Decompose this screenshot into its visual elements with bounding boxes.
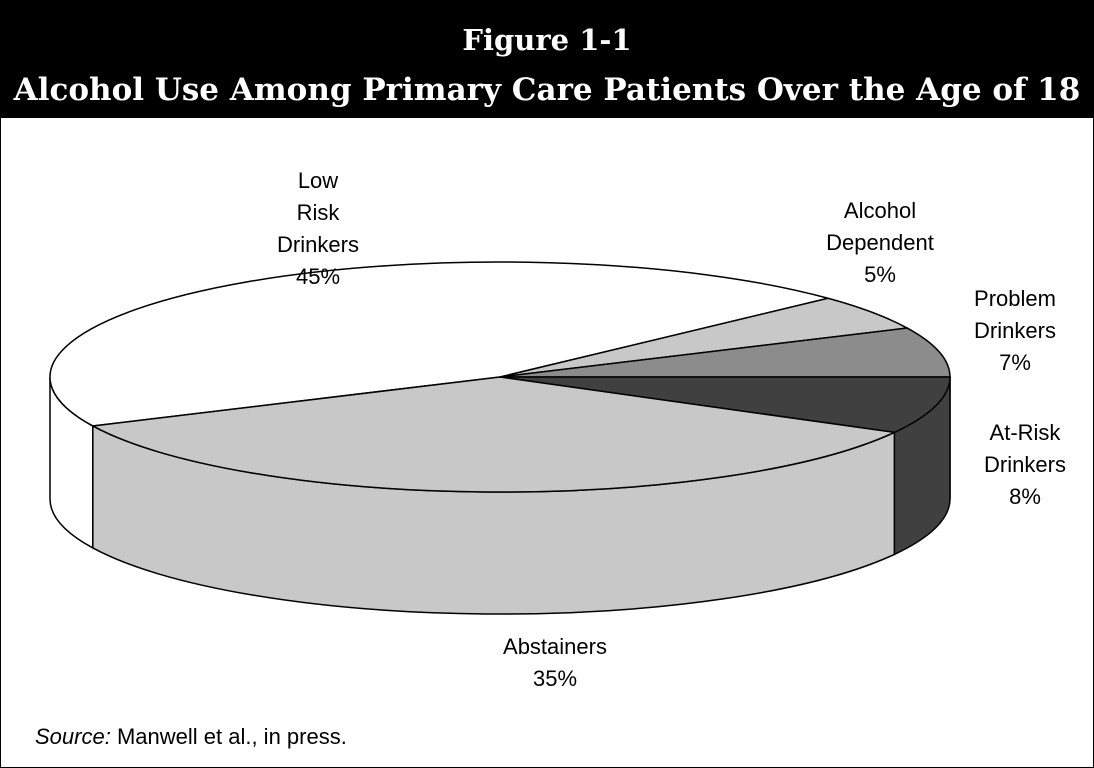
- source-note: Source: Manwell et al., in press.: [35, 724, 347, 749]
- pie-slice: [49, 261, 829, 427]
- slice-label: Low Risk Drinkers: [277, 168, 359, 257]
- pie-slice: [499, 376, 951, 434]
- slice-label: Alcohol Dependent: [826, 198, 934, 255]
- source-label: Source:: [35, 724, 111, 749]
- source-text: Manwell et al., in press.: [117, 724, 347, 749]
- pie: [49, 261, 951, 615]
- slice-label: Abstainers: [503, 634, 607, 659]
- slice-value-label: 5%: [864, 262, 896, 287]
- slice-value-label: 35%: [533, 666, 577, 691]
- header-band: [0, 0, 1094, 118]
- slice-label: Problem Drinkers: [974, 286, 1056, 343]
- slice-label: At-Risk Drinkers: [984, 420, 1066, 477]
- chart-title: Figure 1-1: [462, 23, 631, 57]
- pie-slice: [90, 376, 897, 493]
- pie-slice: [499, 327, 951, 378]
- chart-subtitle: Alcohol Use Among Primary Care Patients …: [13, 72, 1081, 108]
- slice-value-label: 8%: [1009, 484, 1041, 509]
- slice-value-label: 45%: [296, 264, 340, 289]
- slice-value-label: 7%: [999, 350, 1031, 375]
